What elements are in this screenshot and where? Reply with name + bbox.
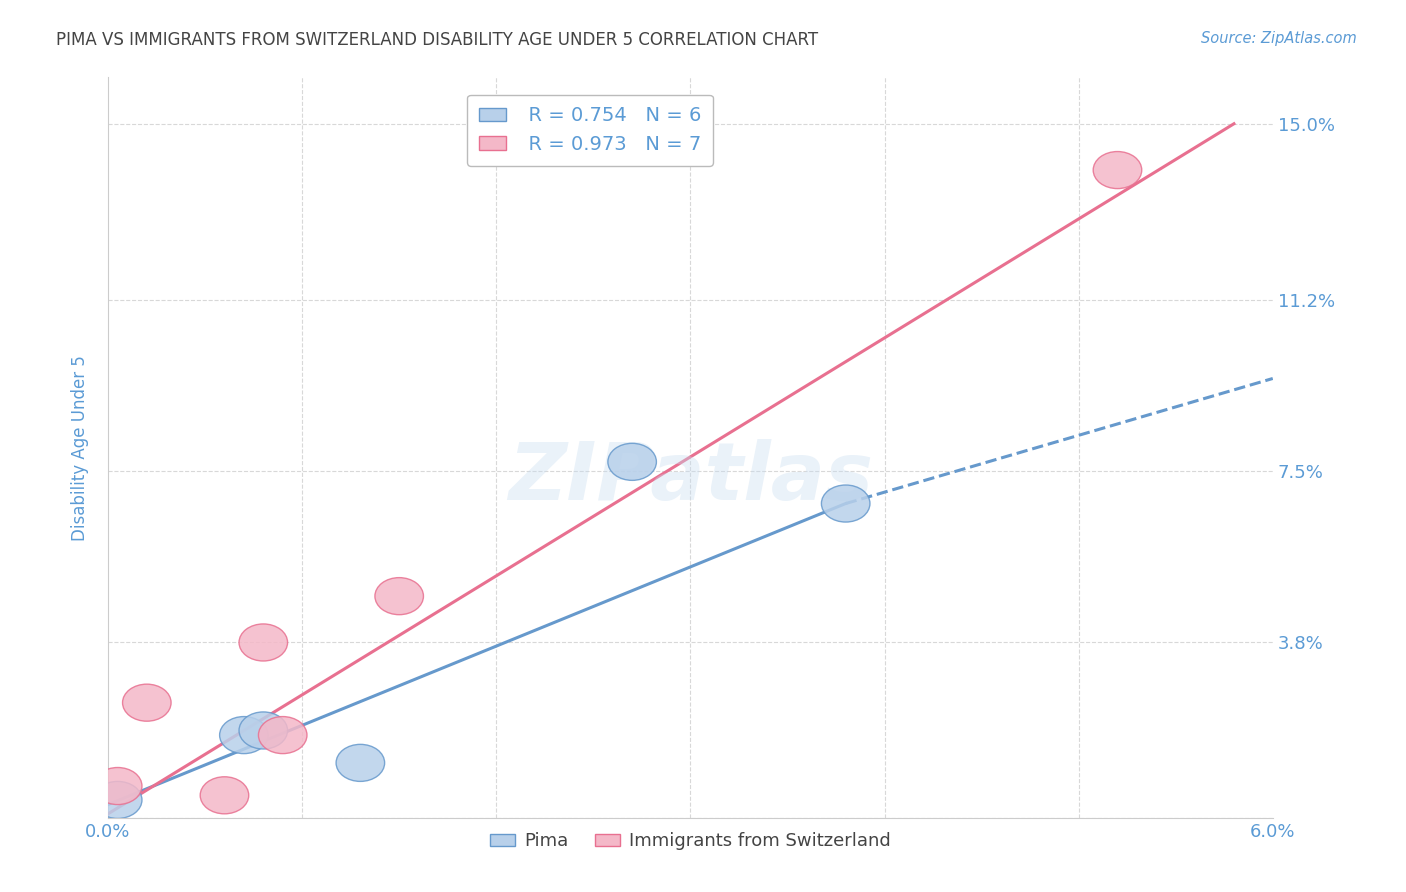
- Ellipse shape: [375, 578, 423, 615]
- Ellipse shape: [239, 624, 288, 661]
- Ellipse shape: [219, 716, 269, 754]
- Ellipse shape: [607, 443, 657, 481]
- Ellipse shape: [122, 684, 172, 722]
- Ellipse shape: [93, 781, 142, 819]
- Ellipse shape: [821, 485, 870, 522]
- Ellipse shape: [239, 712, 288, 749]
- Text: ZIPatlas: ZIPatlas: [508, 439, 873, 516]
- Ellipse shape: [93, 767, 142, 805]
- Ellipse shape: [200, 777, 249, 814]
- Y-axis label: Disability Age Under 5: Disability Age Under 5: [72, 355, 89, 541]
- Legend:   R = 0.754   N = 6,   R = 0.973   N = 7: R = 0.754 N = 6, R = 0.973 N = 7: [467, 95, 713, 166]
- Ellipse shape: [336, 744, 385, 781]
- Ellipse shape: [259, 716, 307, 754]
- Text: Source: ZipAtlas.com: Source: ZipAtlas.com: [1201, 31, 1357, 46]
- Text: PIMA VS IMMIGRANTS FROM SWITZERLAND DISABILITY AGE UNDER 5 CORRELATION CHART: PIMA VS IMMIGRANTS FROM SWITZERLAND DISA…: [56, 31, 818, 49]
- Ellipse shape: [1094, 152, 1142, 188]
